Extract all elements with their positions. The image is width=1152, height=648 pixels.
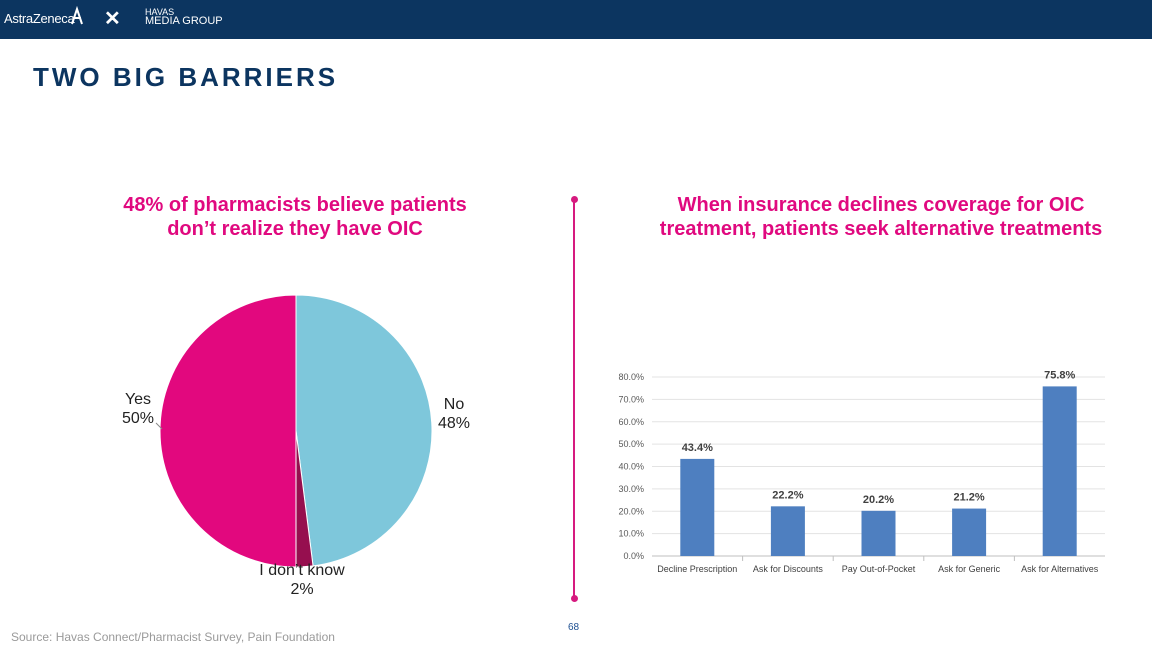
bar-value-label: 20.2% (863, 494, 894, 506)
page-number: 68 (568, 622, 580, 633)
y-tick-label: 40.0% (618, 462, 644, 472)
x-category-label: Pay Out-of-Pocket (842, 564, 916, 574)
havas-logo-line2: MEDIA GROUP (145, 15, 223, 27)
pie-label-dont-know: I don’t know 2% (247, 561, 357, 599)
page-title: TWO BIG BARRIERS (33, 62, 339, 92)
bar (1042, 386, 1077, 556)
center-divider (573, 200, 575, 598)
divider-bottom-dot (571, 595, 578, 602)
havas-logo-line1: HAVAS (145, 7, 175, 17)
header-bar: AstraZeneca ✕ HAVAS MEDIA GROUP (0, 0, 1152, 39)
left-headline: 48% of pharmacists believe patients don’… (100, 193, 490, 241)
pie-label-no-value: 48% (437, 415, 471, 432)
astrazeneca-symbol-icon (71, 6, 83, 25)
havas-logo: HAVAS MEDIA GROUP (145, 7, 223, 27)
bar-chart: 0.0% 10.0% 20.0% 30.0% 40.0% 50.0% 60.0% 70.0% 8… (618, 369, 1105, 574)
right-headline: When insurance declines coverage for OIC… (640, 193, 1122, 241)
y-tick-label: 80.0% (618, 372, 644, 382)
bar-value-label: 21.2% (953, 492, 984, 504)
divider-top-dot (571, 196, 578, 203)
y-tick-label: 60.0% (618, 417, 644, 427)
pie-chart (155, 294, 433, 568)
source-note: Source: Havas Connect/Pharmacist Survey,… (11, 630, 335, 644)
bar-value-label: 75.8% (1044, 369, 1075, 381)
right-headline-line2: treatment, patients seek alternative tre… (659, 218, 1103, 240)
x-category-label: Ask for Generic (938, 564, 1001, 574)
x-category-label: Decline Prescription (657, 564, 737, 574)
bar (861, 510, 896, 556)
bar (952, 508, 987, 556)
bar (680, 458, 715, 556)
pie-label-dont-know-value: 2% (290, 581, 314, 598)
bar-value-label: 22.2% (772, 489, 803, 501)
y-tick-label: 0.0% (623, 551, 644, 561)
pie-label-yes-value: 50% (121, 410, 155, 427)
right-headline-line1: When insurance declines coverage for OIC (677, 194, 1085, 216)
pie-slice-yes (159, 294, 297, 568)
separator-icon: ✕ (104, 8, 121, 30)
bar-value-label: 43.4% (682, 442, 713, 454)
bar (770, 506, 805, 556)
pie-label-dont-know-name: I don’t know (259, 562, 345, 579)
pie-leader-line-yes (155, 422, 163, 430)
left-headline-line1: 48% of pharmacists believe patients (123, 194, 467, 216)
y-tick-label: 50.0% (618, 439, 644, 449)
left-headline-line2: don’t realize they have OIC (167, 218, 423, 240)
pie-label-no-name: No (443, 396, 465, 413)
pie-label-yes: Yes 50% (112, 390, 164, 428)
pie-label-no: No 48% (430, 395, 478, 433)
pie-slice-no (295, 294, 433, 567)
x-category-label: Ask for Alternatives (1021, 564, 1099, 574)
astrazeneca-logo: AstraZeneca (4, 11, 75, 26)
y-tick-label: 20.0% (618, 506, 644, 516)
x-category-label: Ask for Discounts (753, 564, 824, 574)
pie-label-yes-name: Yes (124, 391, 152, 408)
y-tick-label: 10.0% (618, 529, 644, 539)
y-tick-label: 70.0% (618, 394, 644, 404)
y-tick-label: 30.0% (618, 484, 644, 494)
